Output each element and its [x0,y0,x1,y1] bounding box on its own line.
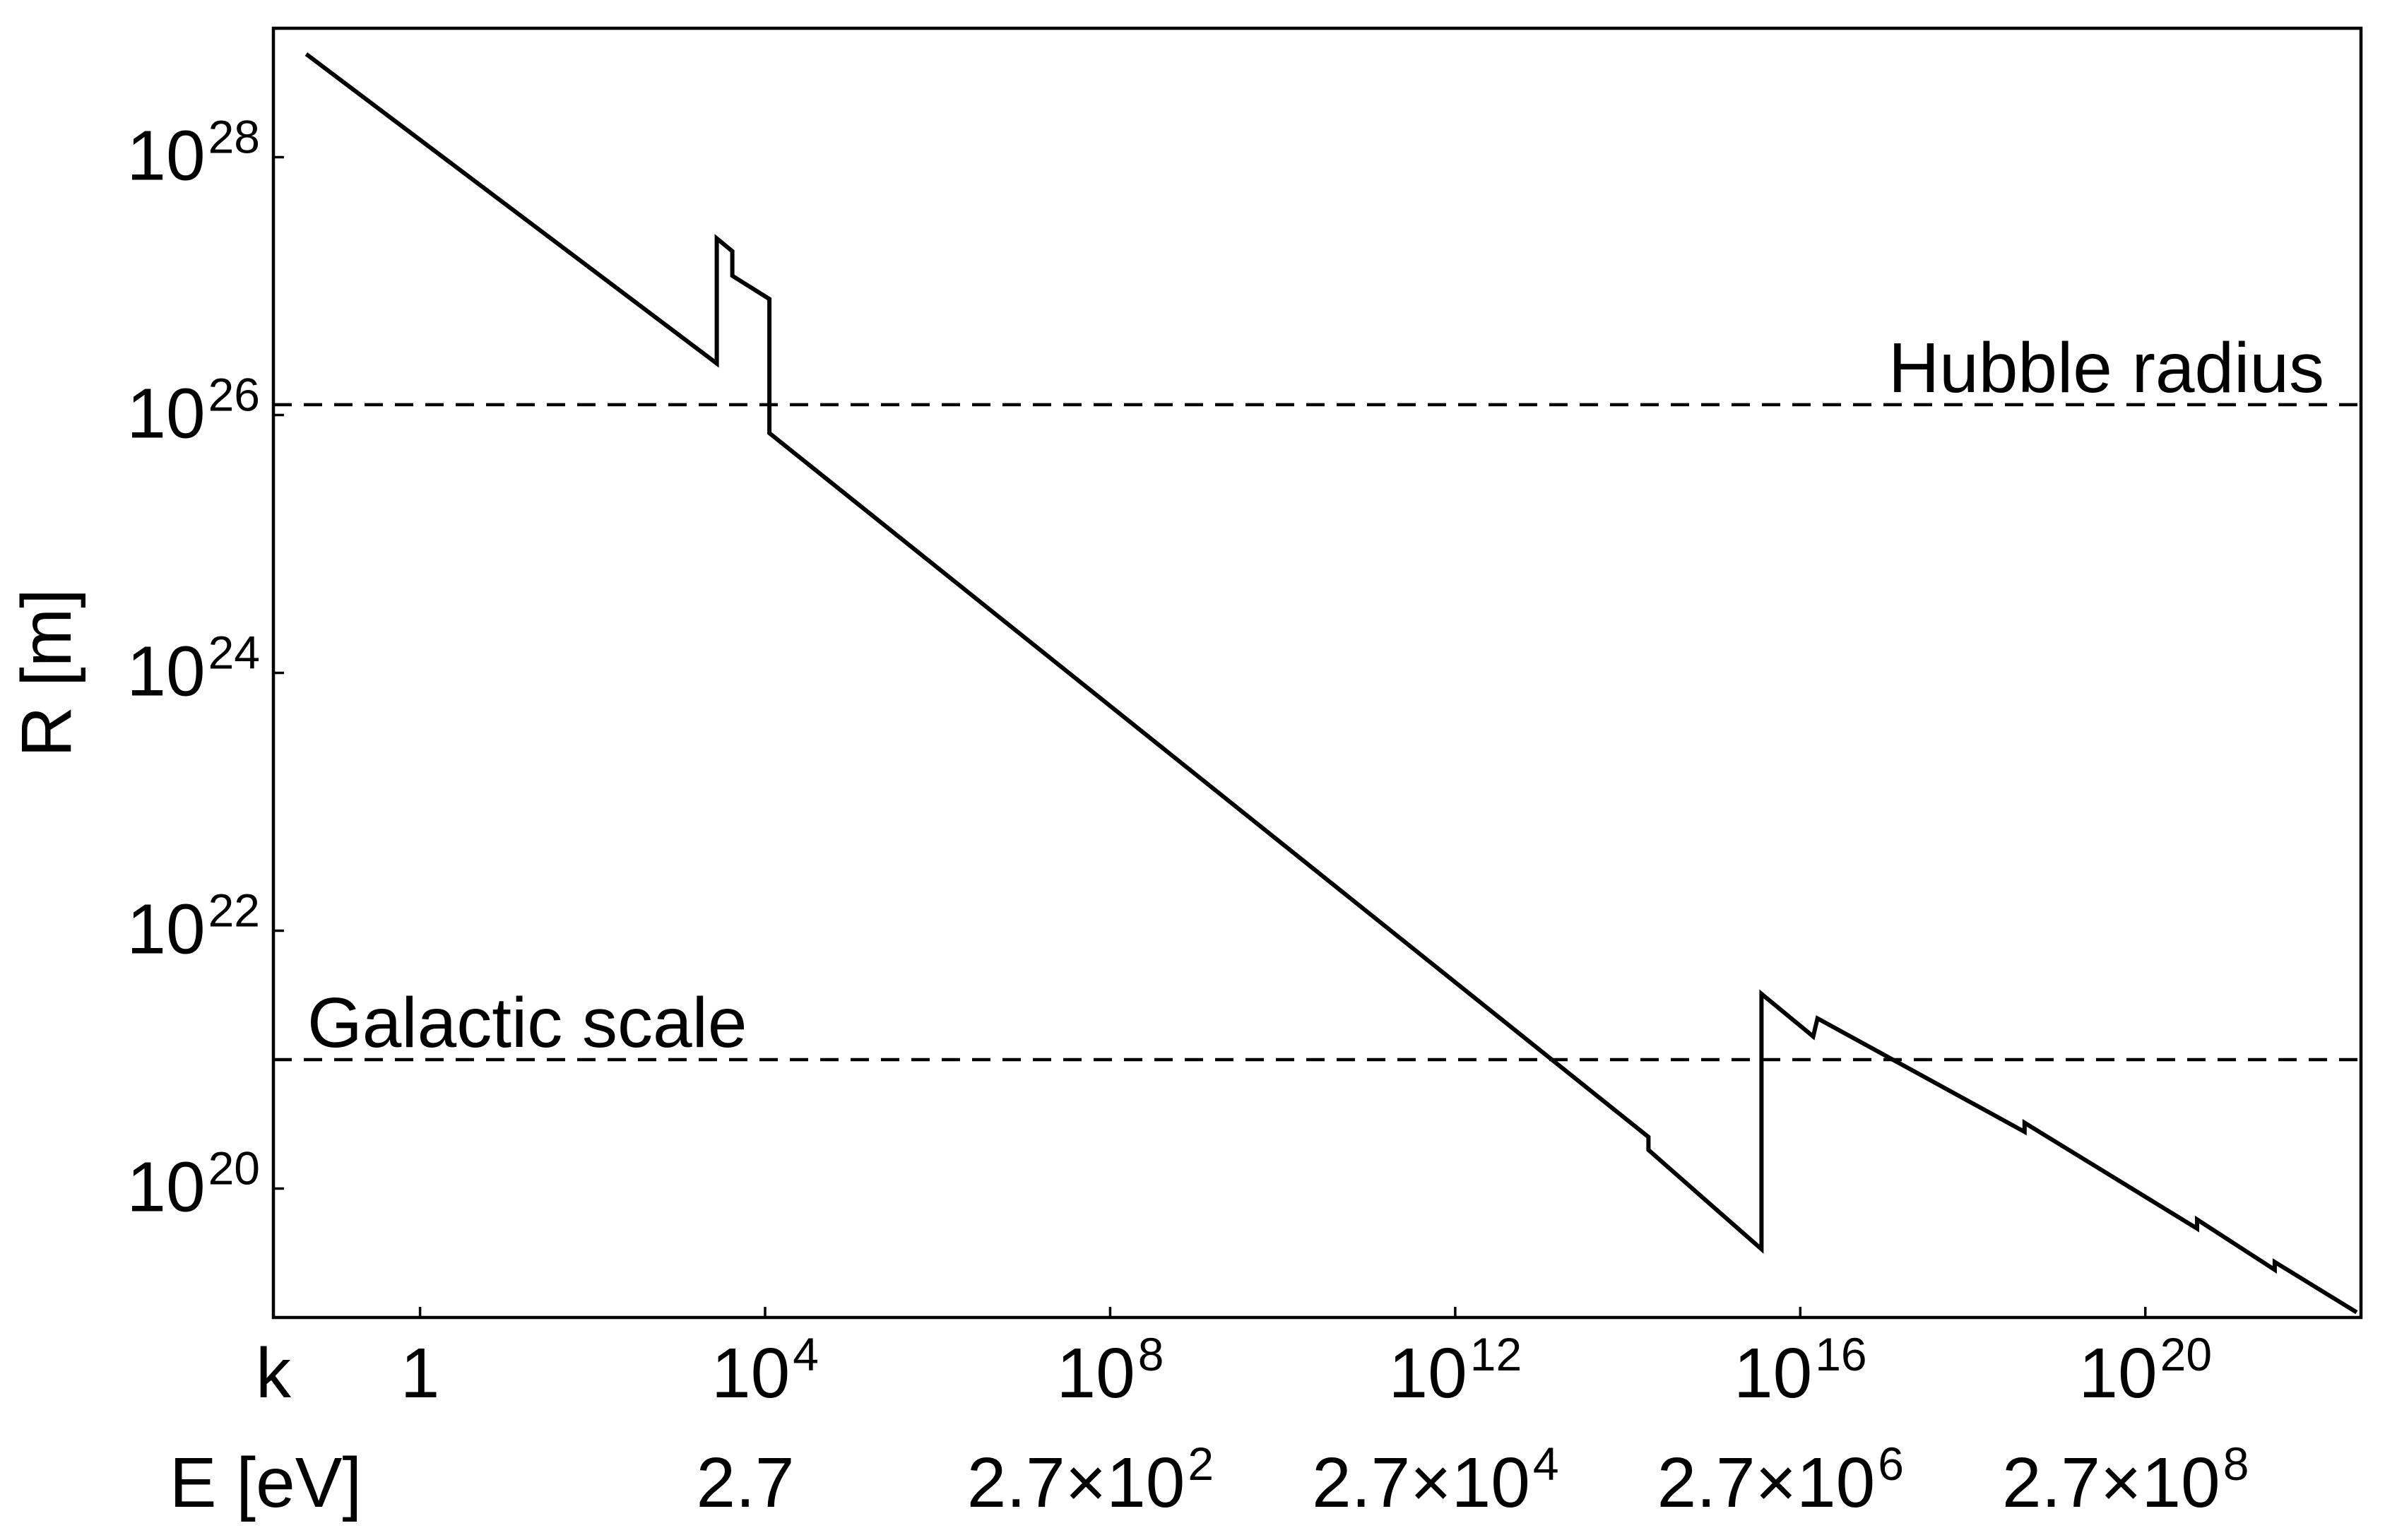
y-tick-label: 1026 [126,369,260,454]
y-tick-label: 1028 [126,111,260,196]
x-tick-label: 1016 [1734,1328,1867,1413]
y-tick-label: 1024 [126,627,260,711]
plot-background [273,28,2361,1317]
e-axis-value: 2.7×106 [1657,1438,1904,1522]
e-axis-value: 2.7×108 [2002,1438,2249,1522]
x-tick-label: 1 [401,1334,440,1413]
e-axis-value: 2.7×102 [967,1438,1214,1522]
x-tick-label: 1020 [2078,1328,2212,1413]
x-axis-tick-marks [418,1307,2147,1317]
y-tick-label: 1022 [126,884,260,969]
e-axis-value: 2.7×104 [1312,1438,1558,1522]
x-tick-label: 1012 [1389,1328,1522,1413]
galactic-scale-label: Galactic scale [307,983,747,1062]
y-axis-tick-marks [273,155,284,1190]
propagation-curve [304,52,2358,1315]
y-axis-label: R [m] [7,588,86,757]
y-axis-tick-labels: 1020 1022 1024 1026 1028 [126,111,260,1227]
x-axis-tick-labels: 1 104 108 1012 1016 1020 [401,1328,2212,1413]
e-axis-value: 2.7 [697,1443,795,1522]
hubble-radius-label: Hubble radius [1888,328,2324,408]
y-tick-label: 1020 [126,1142,260,1227]
secondary-x-axis-labels: 2.7 2.7×102 2.7×104 2.7×106 2.7×108 [697,1438,2249,1522]
e-axis-label: E [eV] [170,1443,362,1522]
x-tick-label: 104 [711,1328,819,1413]
x-tick-label: 108 [1056,1328,1164,1413]
x-axis-label-k: k [256,1334,292,1413]
reference-lines [273,403,2361,1062]
